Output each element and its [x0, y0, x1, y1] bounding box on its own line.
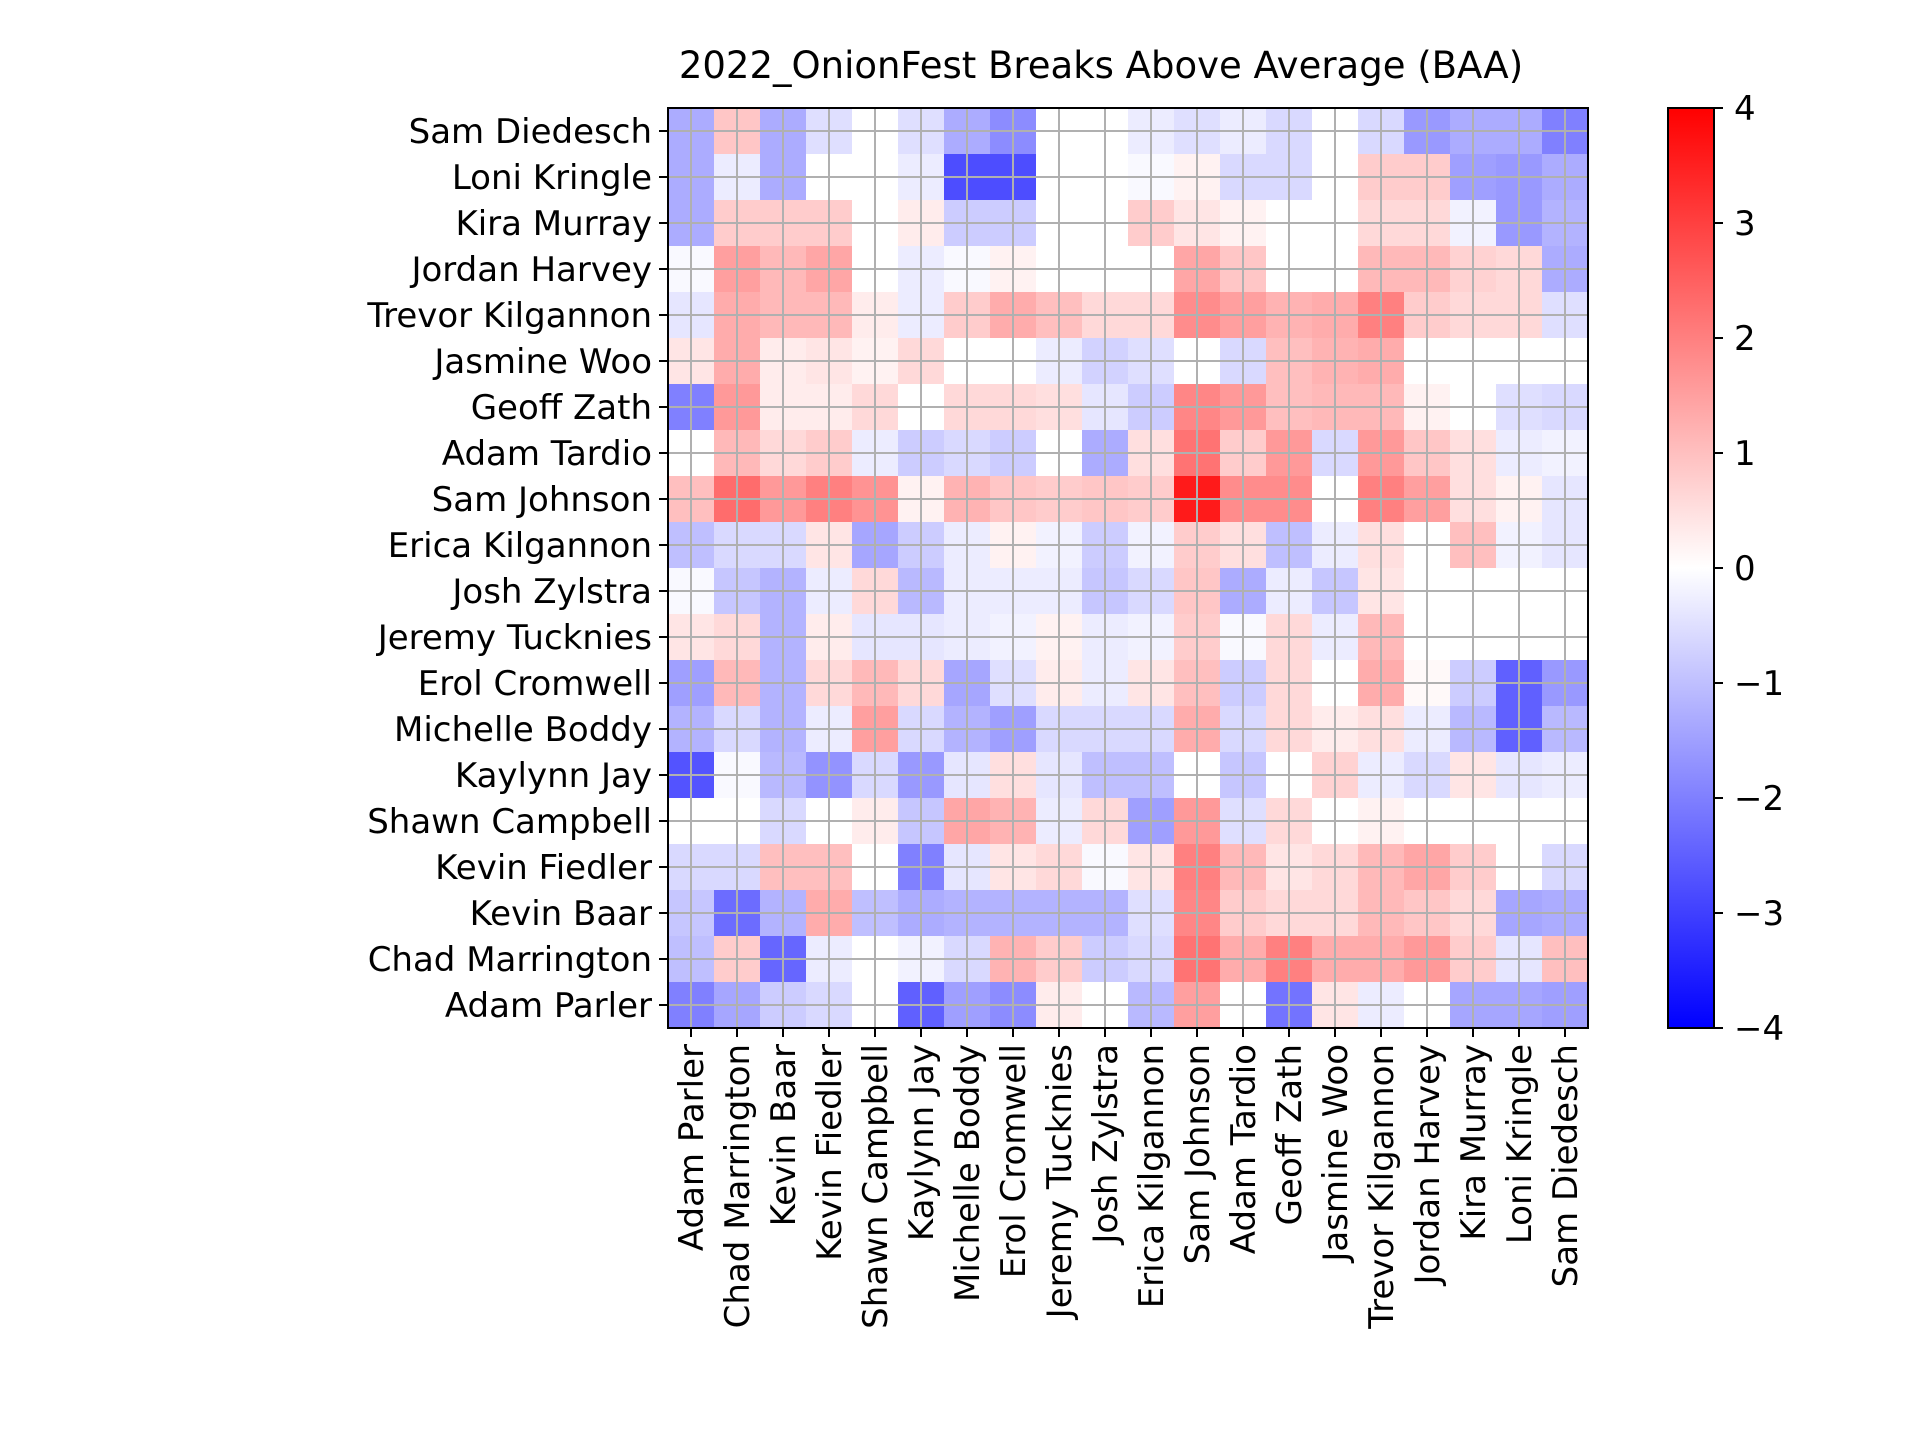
colorbar-tick-label: 4 [1734, 89, 1756, 129]
colorbar-tick-label: −3 [1734, 894, 1784, 934]
x-tick-label: Loni Kringle [1500, 1044, 1540, 1244]
x-tick-label: Adam Parler [672, 1044, 712, 1251]
x-tick-label: Chad Marrington [718, 1044, 758, 1328]
x-tick-label: Jordan Harvey [1408, 1044, 1448, 1287]
x-tick-label: Michelle Boddy [948, 1044, 988, 1302]
colorbar-tick-label: −1 [1734, 664, 1784, 704]
y-tick-label: Erol Cromwell [418, 664, 652, 704]
chart-title: 2022_OnionFest Breaks Above Average (BAA… [679, 44, 1523, 87]
y-tick-label: Trevor Kilgannon [366, 296, 652, 336]
y-tick-label: Erica Kilgannon [388, 526, 652, 566]
heatmap-grid [668, 108, 1588, 1028]
heatmap-frame [667, 107, 1589, 1029]
colorbar-tick-label: 2 [1734, 319, 1756, 359]
x-tick-label: Geoff Zath [1270, 1044, 1310, 1225]
x-tick-label: Jasmine Woo [1316, 1044, 1356, 1264]
y-tick-label: Michelle Boddy [394, 710, 652, 750]
y-tick-label: Jasmine Woo [432, 342, 652, 382]
x-tick-label: Josh Zylstra [1086, 1044, 1126, 1246]
y-tick-label: Sam Diedesch [409, 112, 652, 152]
colorbar-tick-label: 0 [1734, 549, 1756, 589]
y-tick-label: Kira Murray [455, 204, 652, 244]
colorbar-tick-label: 1 [1734, 434, 1756, 474]
x-tick-label: Kira Murray [1454, 1044, 1494, 1241]
y-tick-label: Josh Zylstra [450, 572, 652, 612]
y-tick-label: Shawn Campbell [367, 802, 652, 842]
x-tick-label: Shawn Campbell [856, 1044, 896, 1329]
y-tick-label: Sam Johnson [432, 480, 652, 520]
x-tick-label: Adam Tardio [1224, 1044, 1264, 1254]
y-tick-label: Adam Parler [445, 986, 652, 1026]
y-tick-label: Jeremy Tucknies [376, 618, 652, 658]
y-tick-label: Chad Marrington [368, 940, 652, 980]
colorbar-tick-label: 3 [1734, 204, 1756, 244]
y-tick-label: Kaylynn Jay [455, 756, 652, 796]
x-tick-label: Erol Cromwell [994, 1044, 1034, 1278]
y-tick-label: Loni Kringle [452, 158, 652, 198]
x-tick-label: Erica Kilgannon [1132, 1044, 1172, 1308]
y-tick-label: Jordan Harvey [409, 250, 652, 290]
heatmap-cells [668, 108, 1589, 1029]
y-tick-label: Geoff Zath [471, 388, 652, 428]
y-tick-label: Kevin Baar [470, 894, 652, 934]
y-axis-ticks: Sam Diedesch Loni Kringle Kira Murray Jorda… [366, 112, 668, 1026]
x-axis-ticks: Adam Parler Chad Marrington Kevin Baar Kevi… [672, 1028, 1586, 1330]
x-tick-label: Jeremy Tucknies [1040, 1044, 1080, 1320]
colorbar-tick-label: −4 [1734, 1009, 1784, 1049]
colorbar [1667, 107, 1715, 1029]
colorbar-ticks: 4 3 2 1 0 −1 −2 −3 −4 [1714, 89, 1784, 1049]
colorbar-tick-label: −2 [1734, 779, 1784, 819]
x-tick-label: Sam Johnson [1178, 1044, 1218, 1264]
x-tick-label: Sam Diedesch [1546, 1044, 1586, 1287]
y-tick-label: Kevin Fiedler [435, 848, 652, 888]
y-tick-label: Adam Tardio [442, 434, 652, 474]
x-tick-label: Kaylynn Jay [902, 1044, 942, 1241]
x-tick-label: Kevin Fiedler [810, 1044, 850, 1261]
x-tick-label: Kevin Baar [764, 1044, 804, 1226]
x-tick-label: Trevor Kilgannon [1362, 1044, 1402, 1330]
